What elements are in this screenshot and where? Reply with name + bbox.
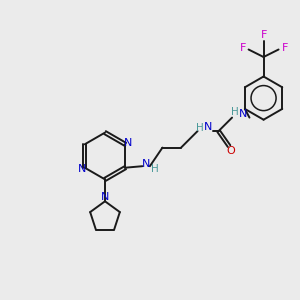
Text: N: N [124, 138, 132, 148]
Text: O: O [226, 146, 235, 157]
Text: H: H [231, 107, 238, 117]
Text: N: N [142, 159, 150, 169]
Text: F: F [239, 43, 246, 53]
Text: N: N [78, 164, 86, 174]
Text: N: N [204, 122, 212, 132]
Text: H: H [152, 164, 159, 174]
Text: N: N [239, 109, 248, 119]
Text: N: N [100, 191, 109, 202]
Text: F: F [260, 30, 267, 40]
Text: H: H [196, 123, 203, 133]
Text: F: F [281, 43, 288, 53]
